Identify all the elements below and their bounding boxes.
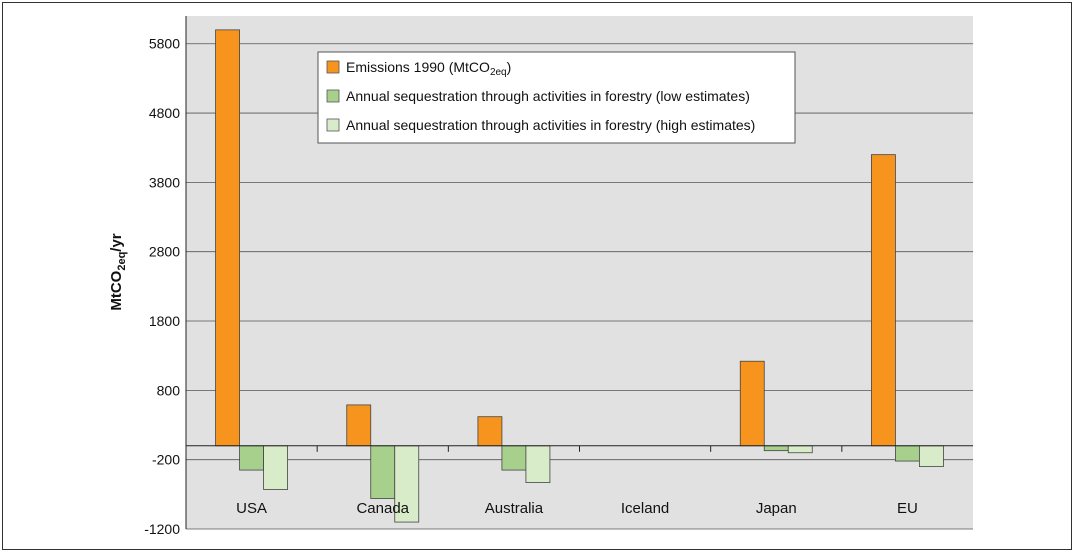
legend-label-emissions-sub: 2eq — [490, 67, 507, 78]
legend-swatch-high — [326, 118, 340, 132]
bar — [263, 445, 288, 490]
y-axis-label: MtCO2eq/yr — [108, 233, 128, 310]
x-tick-label: Australia — [485, 500, 544, 517]
y-tick-label: 2800 — [149, 244, 180, 260]
bar — [501, 445, 527, 471]
y-axis-label-sub: 2eq — [116, 252, 128, 271]
bars — [215, 29, 944, 523]
y-tick-labels: 5800 4800 3800 2800 1800 800 -200 -1200 — [144, 36, 180, 537]
chart-svg: 5800 4800 3800 2800 1800 800 -200 -1200 USA Cana… — [108, 16, 973, 537]
x-tick-label: Japan — [756, 500, 797, 517]
bar — [763, 445, 789, 452]
y-tick-label: 1800 — [149, 313, 180, 329]
bar — [215, 29, 240, 447]
bar — [346, 404, 372, 447]
bar — [787, 445, 813, 454]
y-tick-label: 5800 — [149, 36, 180, 52]
x-tick-label: Canada — [356, 500, 409, 517]
y-axis-label-main: MtCO — [108, 270, 125, 310]
legend-swatch-emissions — [326, 60, 340, 74]
x-tick-label: EU — [897, 500, 918, 517]
legend: Emissions 1990 (MtCO2eq) Annual sequestr… — [317, 51, 796, 144]
bar — [919, 445, 944, 468]
bar — [370, 445, 396, 499]
legend-label-emissions-suffix: ) — [507, 59, 512, 75]
y-tick-label: 800 — [157, 382, 181, 398]
legend-label-emissions-main: Emissions 1990 (MtCO — [346, 59, 490, 75]
bar — [739, 360, 765, 447]
bar — [477, 416, 503, 447]
x-tick-label: USA — [236, 500, 267, 517]
legend-label-high: Annual sequestration through activities … — [346, 117, 755, 133]
legend-swatch-low — [326, 89, 340, 103]
legend-label-low: Annual sequestration through activities … — [346, 88, 750, 104]
y-tick-label: 3800 — [149, 174, 180, 190]
y-tick-label: -1200 — [144, 521, 180, 537]
bar — [525, 445, 551, 483]
legend-label-emissions: Emissions 1990 (MtCO2eq) — [346, 59, 511, 78]
bar — [871, 154, 896, 447]
y-tick-label: 4800 — [149, 105, 180, 121]
x-tick-label: Iceland — [621, 500, 669, 517]
bar — [239, 445, 264, 471]
x-tick-labels: USA Canada Australia Iceland Japan EU — [236, 500, 918, 517]
x-tick-marks — [316, 445, 843, 452]
y-axis-label-suffix: /yr — [108, 233, 125, 252]
y-tick-label: -200 — [152, 452, 180, 468]
legend-box — [317, 51, 796, 144]
bar — [895, 445, 920, 462]
